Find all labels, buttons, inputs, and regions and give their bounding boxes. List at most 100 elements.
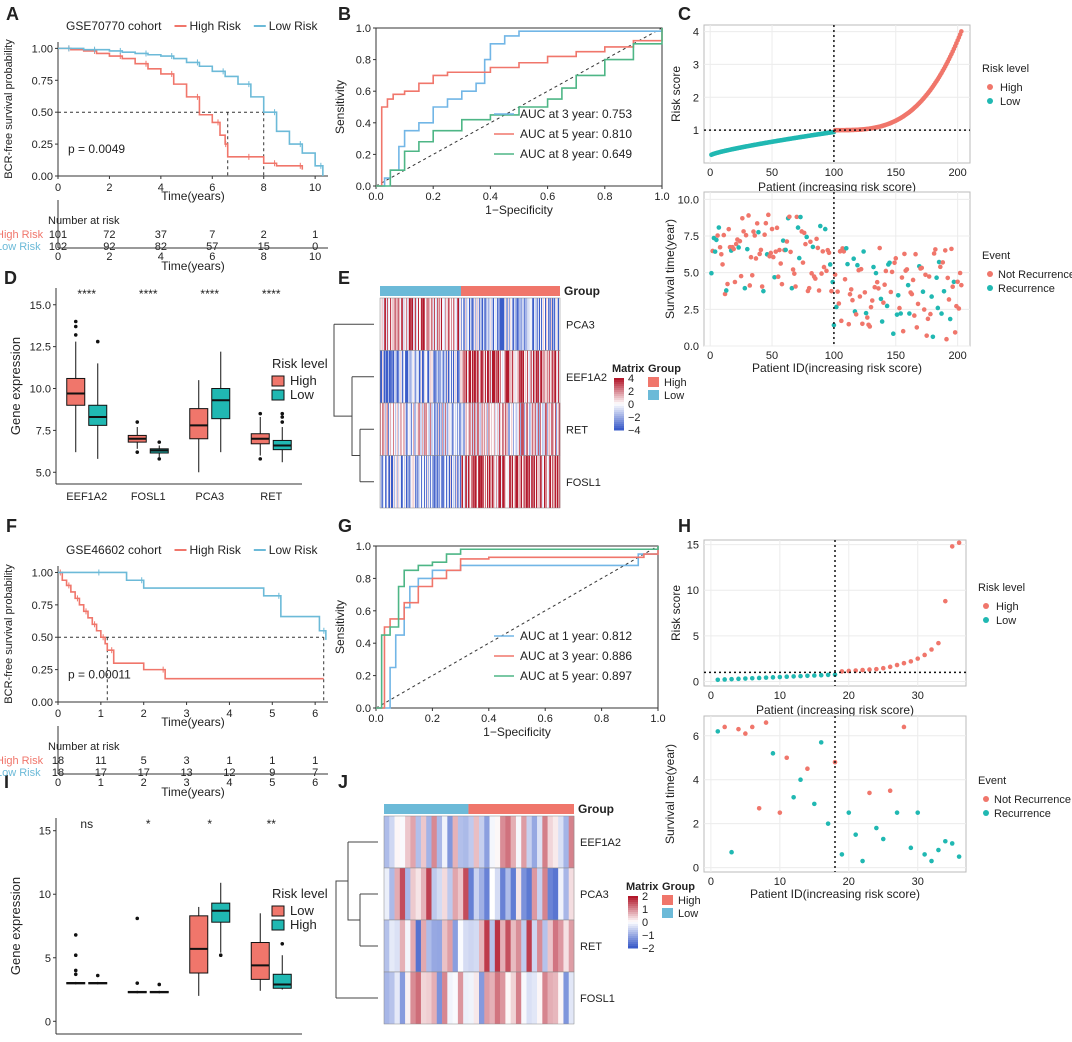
heatmap-cell xyxy=(478,403,480,456)
heatmap-cell xyxy=(400,350,402,403)
heatmap-cell xyxy=(542,403,544,456)
heatmap-cell xyxy=(479,920,485,972)
outlier-point xyxy=(280,415,285,419)
category-label: RET xyxy=(260,491,282,503)
survival-point xyxy=(826,250,832,256)
color-scale-step xyxy=(628,912,638,915)
heatmap-cell xyxy=(450,298,452,351)
heatmap-cell xyxy=(458,403,460,456)
heatmap-cell xyxy=(550,350,552,403)
matrix-legend-title: Matrix xyxy=(626,881,659,893)
heatmap-cell xyxy=(386,350,388,403)
survival-point xyxy=(908,845,914,851)
heatmap-cell xyxy=(481,350,483,403)
risk-point xyxy=(959,29,964,34)
heatmap-cell xyxy=(394,350,396,403)
heatmap-cell xyxy=(397,298,399,351)
survival-point xyxy=(736,245,741,250)
heatmap-cell xyxy=(390,298,392,351)
heatmap-cell xyxy=(508,403,510,456)
heatmap-cell xyxy=(555,403,557,456)
heatmap-cell xyxy=(468,350,470,403)
heatmap-cell xyxy=(549,403,551,456)
heatmap-cell xyxy=(452,350,454,403)
outlier-point xyxy=(73,933,78,937)
plot-panel xyxy=(703,715,967,873)
outlier-point xyxy=(73,319,78,324)
color-scale-step xyxy=(614,392,624,395)
color-scale-step xyxy=(614,396,624,399)
survival-point xyxy=(824,268,829,274)
color-scale-tick: 1 xyxy=(642,904,648,916)
heatmap-cell xyxy=(460,455,462,508)
survival-point xyxy=(913,251,918,257)
heatmap-cell xyxy=(425,403,427,456)
heatmap-cell xyxy=(551,403,553,456)
heatmap-cell xyxy=(484,298,486,351)
heatmap-cell xyxy=(414,350,416,403)
heatmap-cell xyxy=(530,298,532,351)
heatmap-cell xyxy=(417,298,419,351)
heatmap-cell xyxy=(503,298,505,351)
heatmap-cell xyxy=(479,868,485,920)
heatmap-cell xyxy=(456,298,458,351)
legend-swatch xyxy=(648,390,659,400)
y-tick-label: 0 xyxy=(693,676,699,688)
heatmap-cell xyxy=(401,403,403,456)
heatmap-cell xyxy=(514,403,516,456)
heatmap-cell xyxy=(463,350,465,403)
heatmap-cell xyxy=(495,455,497,508)
heatmap-cell xyxy=(506,298,508,351)
heatmap-cell xyxy=(432,298,434,351)
risk-table-row-label: Low Risk xyxy=(0,767,41,779)
heatmap-cell xyxy=(446,298,448,351)
heatmap-row-label: PCA3 xyxy=(580,889,609,901)
heatmap-cell xyxy=(537,868,543,920)
risk-table-x-tick: 2 xyxy=(141,777,147,789)
heatmap-cell xyxy=(522,403,524,456)
heatmap-cell xyxy=(504,403,506,456)
heatmap-cell xyxy=(517,350,519,403)
risk-table-x-tick: 5 xyxy=(269,777,275,789)
legend-swatch xyxy=(648,377,659,387)
heatmap-cell xyxy=(472,403,474,456)
heatmap-cell xyxy=(477,350,479,403)
color-scale-step xyxy=(614,422,624,425)
heatmap-cell xyxy=(510,403,512,456)
heatmap-cell xyxy=(489,298,491,351)
heatmap-cell xyxy=(387,350,389,403)
heatmap-cell xyxy=(559,455,561,508)
heatmap-cell xyxy=(463,920,469,972)
heatmap-cell xyxy=(556,298,558,351)
heatmap-cell xyxy=(487,403,489,456)
heatmap-cell xyxy=(393,350,395,403)
heatmap-cell xyxy=(430,298,432,351)
survival-point xyxy=(846,810,852,815)
heatmap-cell xyxy=(441,298,443,351)
heatmap-cell xyxy=(477,298,479,351)
survival-point xyxy=(752,233,758,238)
heatmap-cell xyxy=(544,455,546,508)
survival-point xyxy=(717,244,723,250)
heatmap-cell xyxy=(544,403,546,456)
risk-table-x-tick: 6 xyxy=(209,251,215,263)
risk-point xyxy=(812,673,817,678)
heatmap-cell xyxy=(434,403,436,456)
risk-point xyxy=(874,666,879,672)
heatmap-cell xyxy=(476,350,478,403)
survival-point xyxy=(800,260,806,265)
survival-point xyxy=(942,248,948,253)
survival-point xyxy=(949,841,955,846)
heatmap-cell xyxy=(521,298,523,351)
heatmap-row-label: EEF1A2 xyxy=(580,837,621,849)
heatmap-cell xyxy=(402,455,404,508)
color-scale-step xyxy=(614,400,624,403)
heatmap-cell xyxy=(392,350,394,403)
risk-table-value: 13 xyxy=(180,767,192,779)
heatmap-cell xyxy=(439,403,441,456)
heatmap-cell xyxy=(547,350,549,403)
legend-swatch xyxy=(271,905,285,917)
panel-label: J xyxy=(338,772,348,792)
heatmap-cell xyxy=(531,920,538,972)
outlier-point xyxy=(135,916,140,921)
